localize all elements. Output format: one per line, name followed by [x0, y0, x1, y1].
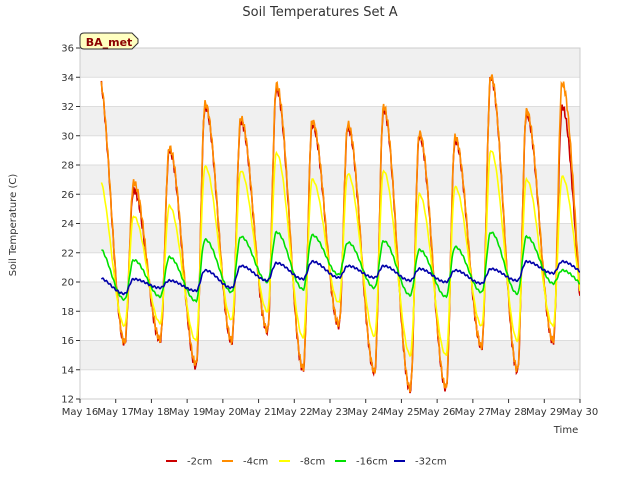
legend-item-label: -4cm	[243, 457, 268, 468]
x-tick-label: May 29	[526, 407, 563, 418]
y-tick-label: 16	[61, 336, 74, 347]
series-line-4cm	[100, 74, 580, 393]
legend-item-label: -2cm	[187, 457, 212, 468]
legend-item-label: -16cm	[356, 457, 388, 468]
x-tick-label: May 17	[97, 407, 134, 418]
series-lines	[100, 74, 580, 394]
y-tick-label: 34	[61, 73, 74, 84]
y-tick-label: 14	[61, 365, 74, 376]
y-tick-label: 22	[61, 248, 74, 259]
series-line-16cm	[101, 230, 580, 303]
x-tick-label: May 20	[205, 407, 242, 418]
y-tick-label: 12	[61, 395, 74, 406]
y-tick-label: 24	[61, 219, 74, 230]
legend: -2cm -4cm -8cm -16cm -32cm	[166, 457, 447, 468]
x-tick-label: May 21	[240, 407, 277, 418]
legend-item-label: -8cm	[300, 457, 325, 468]
y-tick-label: 30	[61, 131, 74, 142]
grid-band	[80, 106, 580, 136]
x-axis-label: Time	[553, 425, 578, 436]
y-tick-label: 20	[61, 278, 74, 289]
x-tick-label: May 27	[455, 407, 492, 418]
y-tick-label: 36	[61, 44, 74, 55]
x-tick-label: May 28	[490, 407, 527, 418]
x-tick-label: May 22	[276, 407, 313, 418]
y-tick-label: 28	[61, 161, 74, 172]
x-tick-label: May 30	[562, 407, 599, 418]
series-line-32cm	[100, 259, 580, 296]
grid-band	[80, 48, 580, 78]
site-badge: BA_met	[79, 32, 139, 50]
grid-band	[80, 340, 580, 370]
y-tick-label: 32	[61, 102, 74, 113]
site-badge-label: BA_met	[86, 36, 133, 49]
x-tick-label: May 25	[383, 407, 420, 418]
legend-item-label: -32cm	[415, 457, 447, 468]
x-tick-label: May 26	[419, 407, 456, 418]
x-tick-label: May 19	[169, 407, 206, 418]
x-axis: May 16 May 17 May 18 May 19 May 20 May 21 May …	[62, 399, 599, 418]
x-tick-label: May 18	[133, 407, 170, 418]
x-tick-label: May 24	[347, 407, 384, 418]
chart-title: Soil Temperatures Set A	[242, 5, 397, 20]
y-axis-label: Soil Temperature (C)	[8, 174, 19, 277]
y-tick-label: 18	[61, 307, 74, 318]
x-tick-label: May 16	[62, 407, 99, 418]
series-line-8cm	[100, 150, 580, 358]
y-axis: 12 14 16 18 20 22 24 26 28 30 32 34 36	[61, 44, 80, 406]
x-tick-label: May 23	[312, 407, 349, 418]
y-tick-label: 26	[61, 190, 74, 201]
grid-band	[80, 165, 580, 195]
